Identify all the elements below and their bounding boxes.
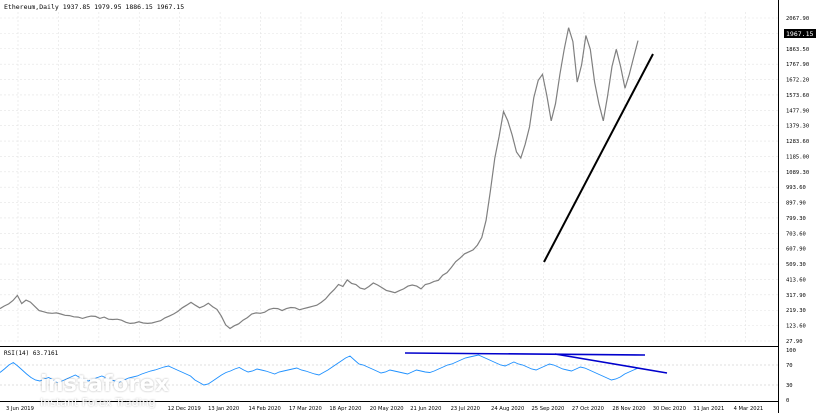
price-tick-label: 1477.90: [786, 108, 809, 114]
price-tick-label: 123.60: [786, 324, 806, 330]
rsi-horizontal-resistance-line[interactable]: [404, 352, 646, 356]
price-tick-label: 897.90: [786, 201, 806, 207]
time-tick-label: 17 Mar 2020: [289, 406, 322, 412]
time-tick-label: 24 Aug 2020: [491, 406, 524, 412]
time-tick-label: 31 Jan 2021: [693, 406, 724, 412]
price-tick-label: 993.60: [786, 185, 806, 191]
rsi-tick-label: 100: [786, 348, 796, 354]
time-tick-label: 28 Nov 2020: [612, 406, 645, 412]
ascending-trendline[interactable]: [543, 53, 654, 263]
price-series-line: [0, 27, 639, 330]
rsi-grid: [0, 364, 778, 386]
price-tick-label: 607.90: [786, 247, 806, 253]
time-tick-label: 21 Jun 2020: [410, 406, 441, 412]
current-price-badge: [784, 29, 816, 38]
rsi-tick-label: 70: [786, 363, 793, 369]
time-axis-ticks: 3 Jun 2019 12 Dec 2019 13 Jan 2020 14 Feb 2…: [6, 406, 763, 412]
price-axis-ticks: 2067.901963.501863.501767.901672.201573.…: [786, 16, 809, 345]
time-tick-label: 27 Oct 2020: [572, 406, 604, 412]
time-tick-label: 30 Dec 2020: [653, 406, 686, 412]
price-tick-label: 219.30: [786, 308, 806, 314]
price-tick-label: 317.90: [786, 293, 806, 299]
price-tick-label: 1379.30: [786, 124, 809, 130]
price-tick-label: 1767.90: [786, 62, 809, 68]
price-tick-label: 27.90: [786, 339, 803, 345]
price-tick-label: 799.30: [786, 216, 806, 222]
price-chart-background: [0, 0, 778, 345]
price-tick-label: 413.60: [786, 277, 806, 283]
watermark-brand: instaforex: [40, 372, 170, 397]
time-tick-label: 25 Sep 2020: [531, 406, 564, 412]
rsi-descending-trendline[interactable]: [554, 353, 668, 374]
price-tick-label: 509.30: [786, 262, 806, 268]
instaforex-logo-icon: [79, 374, 109, 406]
price-tick-label: 703.60: [786, 231, 806, 237]
price-tick-label: 1672.20: [786, 78, 809, 84]
time-tick-label: 3 Jun 2019: [6, 406, 34, 412]
time-tick-label: 4 Mar 2021: [734, 406, 764, 412]
time-tick-label: 20 May 2020: [370, 406, 404, 412]
current-price-label: 1967.15: [786, 30, 813, 38]
time-tick-label: 18 Apr 2020: [329, 406, 361, 412]
rsi-series-line: [0, 354, 639, 386]
price-tick-label: 2067.90: [786, 16, 809, 22]
rsi-axis-ticks: 100 70 30 0: [786, 348, 796, 404]
price-grid: [0, 12, 778, 343]
rsi-tick-label: 30: [786, 383, 793, 389]
rsi-tick-label: 0: [786, 398, 789, 404]
rsi-header-label: RSI(14) 63.7161: [4, 350, 59, 357]
price-tick-label: 1185.00: [786, 154, 809, 160]
watermark-tagline: Instant Forex Trading: [40, 396, 156, 409]
price-tick-label: 1573.60: [786, 93, 809, 99]
time-tick-label: 12 Dec 2019: [168, 406, 201, 412]
price-tick-label: 1089.30: [786, 170, 809, 176]
price-tick-label: 1863.50: [786, 47, 809, 53]
time-tick-label: 23 Jul 2020: [451, 406, 480, 412]
chart-symbol-label: Ethereum,Daily 1937.85 1979.95 1886.15 19…: [4, 3, 184, 11]
time-tick-label: 13 Jan 2020: [208, 406, 239, 412]
price-tick-label: 1283.60: [786, 139, 809, 145]
price-chart-panel[interactable]: Ethereum,Daily 1937.85 1979.95 1886.15 19…: [0, 0, 820, 345]
time-tick-label: 14 Feb 2020: [249, 406, 281, 412]
